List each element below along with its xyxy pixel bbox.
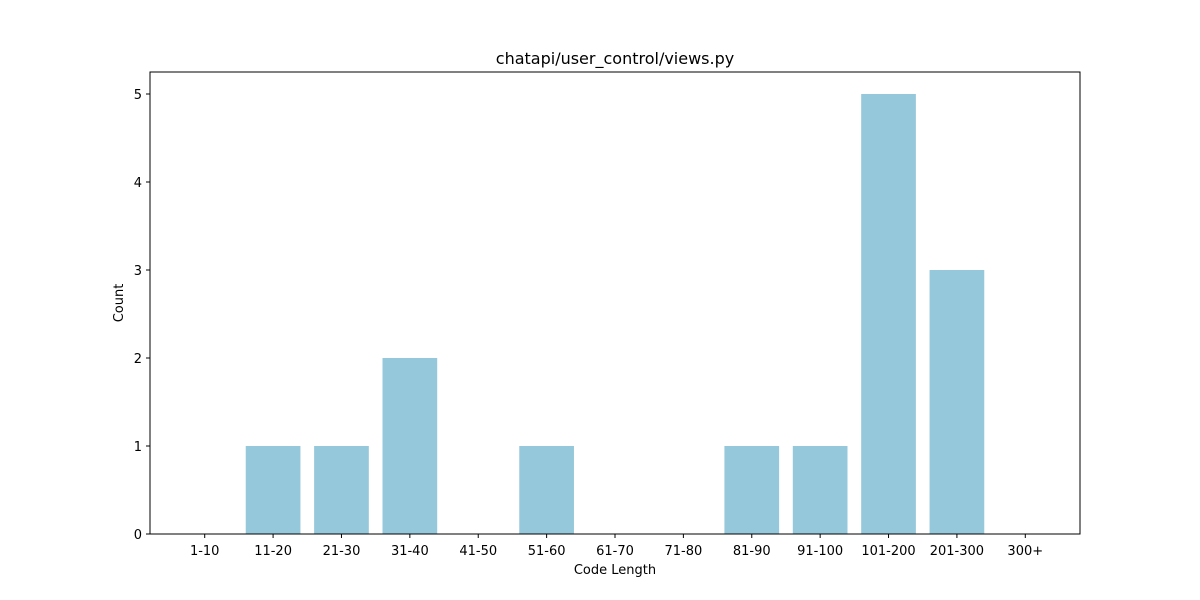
x-tick-label: 201-300 (930, 544, 984, 559)
x-tick-label: 41-50 (459, 544, 497, 559)
x-tick-label: 81-90 (733, 544, 771, 559)
y-axis-ticks: 0 1 2 3 4 5 (134, 88, 150, 543)
bar-201-300 (930, 270, 985, 534)
y-axis-label: Count (112, 284, 127, 323)
x-tick-label: 61-70 (596, 544, 634, 559)
bar-21-30 (314, 446, 369, 534)
y-tick-label: 3 (134, 264, 142, 279)
y-tick-label: 4 (134, 176, 142, 191)
y-tick-label: 1 (134, 440, 142, 455)
x-tick-label: 21-30 (323, 544, 361, 559)
chart-title: chatapi/user_control/views.py (496, 49, 734, 69)
bars-layer (246, 94, 985, 534)
x-tick-label: 300+ (1007, 544, 1043, 559)
y-tick-label: 5 (134, 88, 142, 103)
bar-81-90 (724, 446, 779, 534)
bar-11-20 (246, 446, 301, 534)
y-tick-label: 0 (134, 528, 142, 543)
x-tick-label: 101-200 (861, 544, 915, 559)
x-axis-label: Code Length (574, 563, 656, 578)
bar-31-40 (383, 358, 438, 534)
bar-91-100 (793, 446, 848, 534)
x-tick-label: 51-60 (528, 544, 566, 559)
x-axis-ticks: 1-10 11-20 21-30 31-40 41-50 51-60 61-70 71-80 8… (190, 534, 1043, 559)
x-tick-label: 71-80 (664, 544, 702, 559)
bar-51-60 (519, 446, 574, 534)
x-tick-label: 31-40 (391, 544, 429, 559)
bar-101-200 (861, 94, 916, 534)
y-tick-label: 2 (134, 352, 142, 367)
x-tick-label: 11-20 (254, 544, 292, 559)
x-tick-label: 1-10 (190, 544, 220, 559)
x-tick-label: 91-100 (797, 544, 843, 559)
